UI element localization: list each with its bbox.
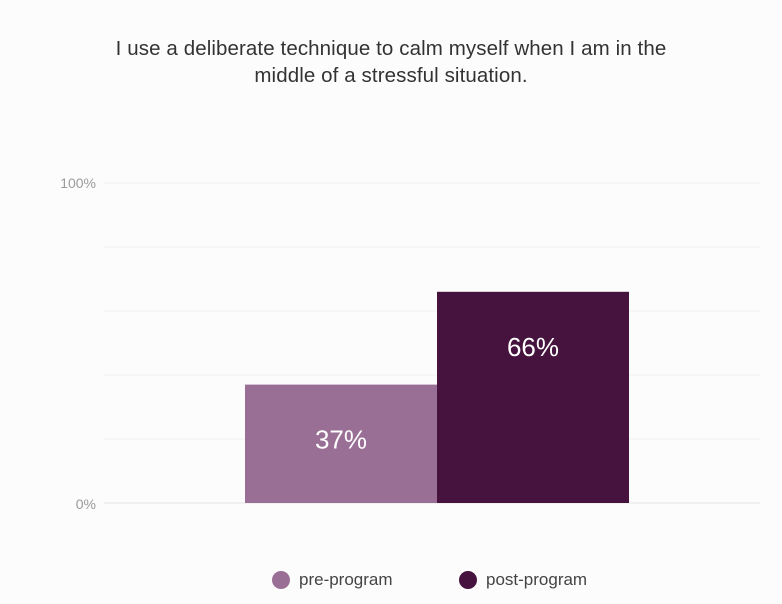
legend-item-pre-program: pre-program — [272, 570, 393, 590]
bar-value-label-pre-program: 37% — [315, 425, 367, 455]
bar-value-labels: 37% 66% — [315, 332, 559, 455]
legend-item-post-program: post-program — [459, 570, 587, 590]
bar-pre-program — [245, 384, 437, 503]
bar-post-program — [437, 291, 629, 503]
legend-swatch-pre-program — [272, 571, 290, 589]
bar-value-label-post-program: 66% — [507, 332, 559, 362]
y-tick-label-max: 100% — [60, 175, 96, 191]
bars — [245, 291, 629, 503]
chart-title-line-2: middle of a stressful situation. — [254, 64, 528, 87]
legend-label-post-program: post-program — [486, 570, 588, 589]
y-tick-label-min: 0% — [76, 496, 96, 512]
chart-title-line-1: I use a deliberate technique to calm mys… — [115, 37, 667, 60]
legend-label-pre-program: pre-program — [299, 570, 393, 589]
legend-swatch-post-program — [459, 571, 477, 589]
y-axis-ticks: 100% 0% — [60, 175, 96, 512]
